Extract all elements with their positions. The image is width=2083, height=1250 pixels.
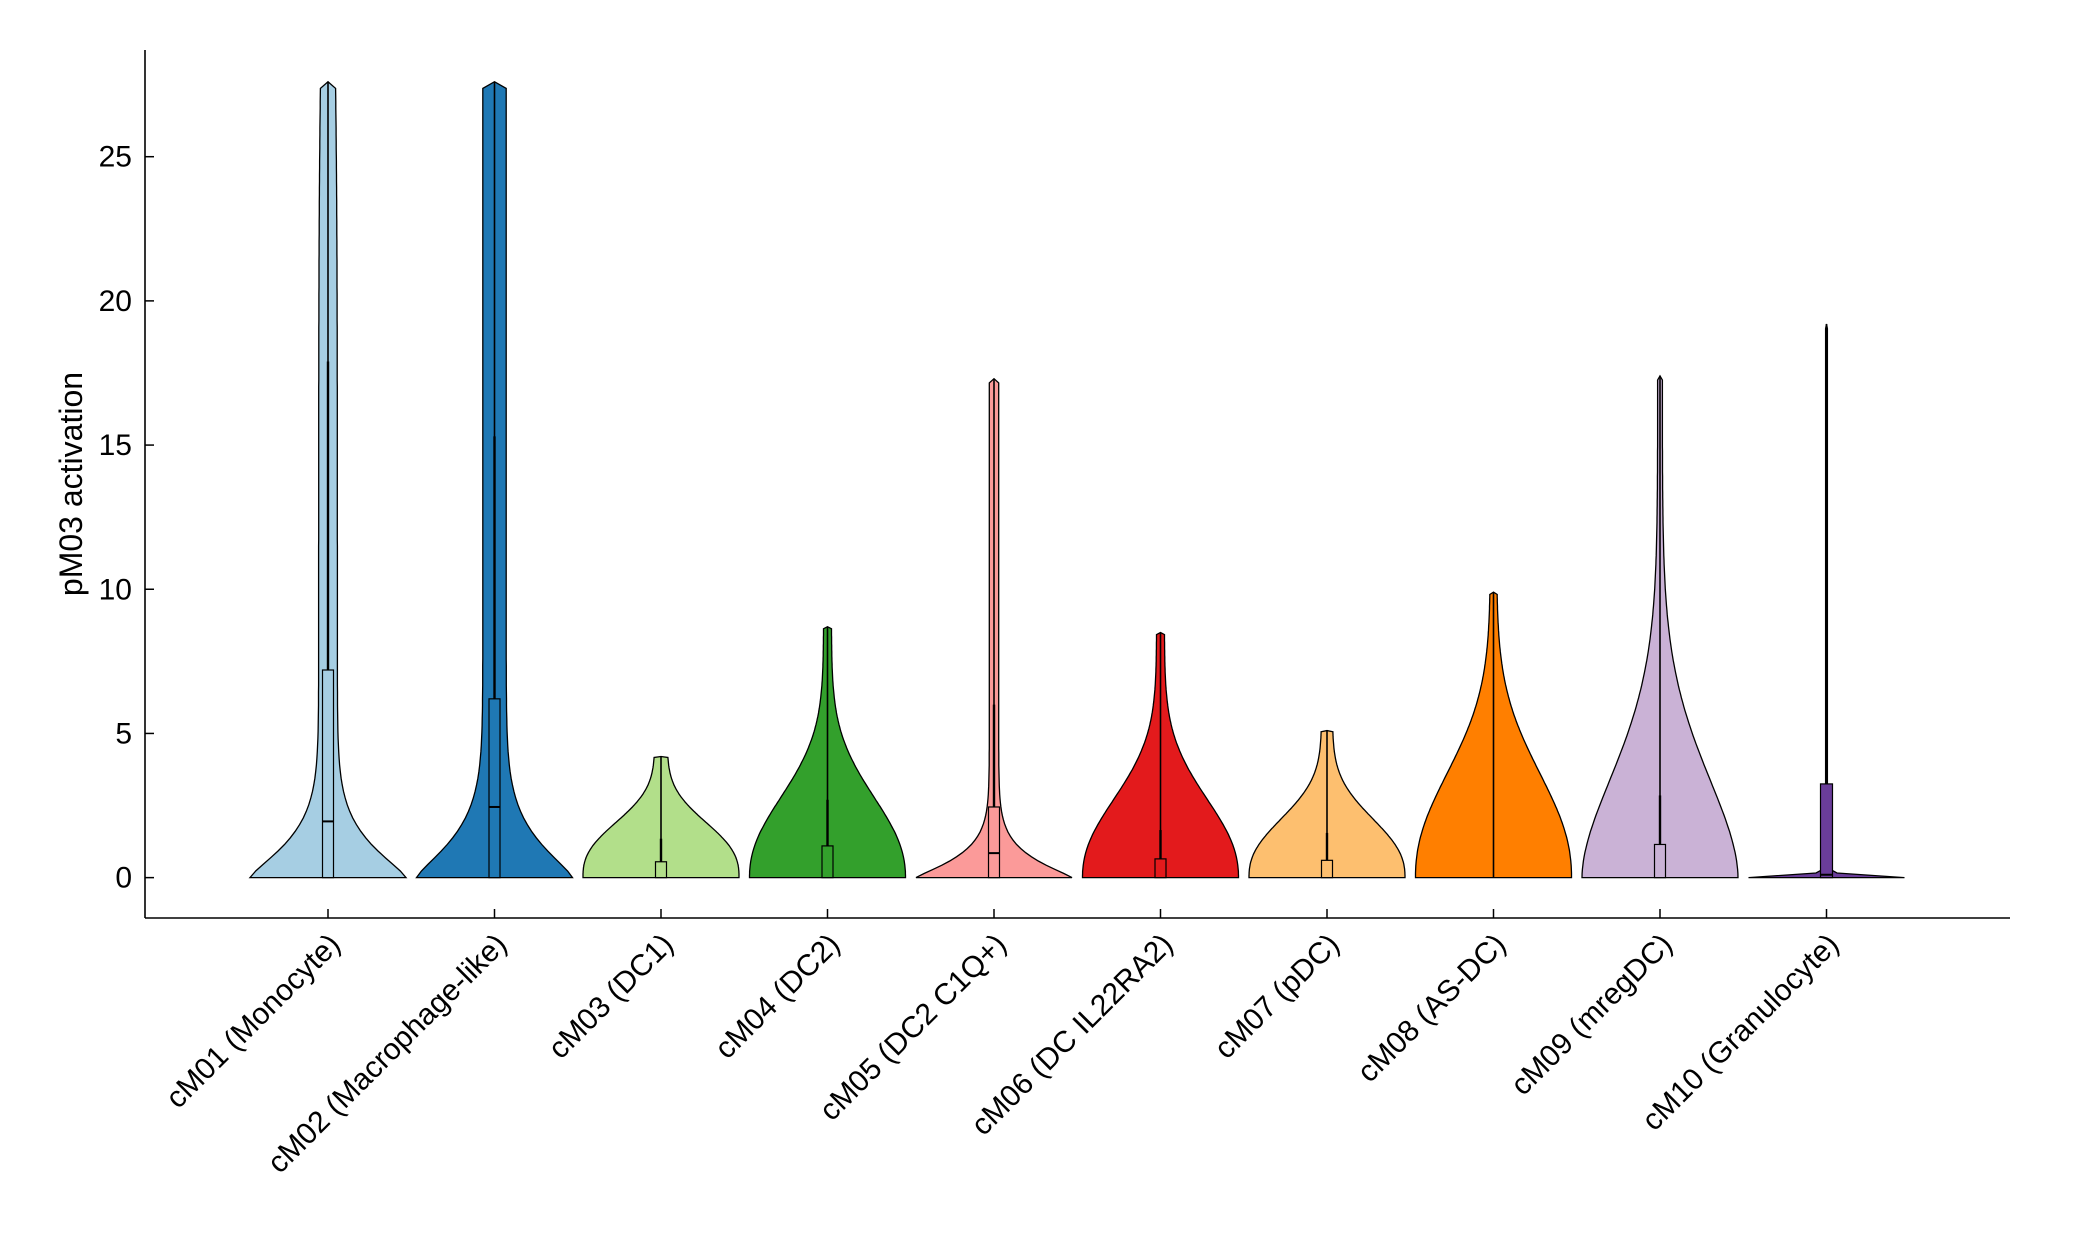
y-axis-title: pM03 activation (53, 372, 89, 596)
iqr-box (1154, 858, 1167, 879)
y-tick-label-0: 0 (115, 862, 132, 895)
iqr-box (654, 861, 668, 879)
y-tick-label-5: 5 (115, 717, 132, 750)
y-tick-label-25: 25 (99, 141, 132, 174)
iqr-box (1653, 843, 1667, 879)
axes-group (144, 50, 2010, 919)
violin-9 (1581, 374, 1739, 879)
violin-1 (248, 80, 408, 879)
y-ticks-group: 0 5 10 15 20 25 (99, 141, 154, 895)
x-tick-label-1: cM01 (Monocyte) (160, 928, 347, 1115)
iqr-box (1819, 783, 1834, 879)
violin-7 (1248, 729, 1406, 879)
violin-10 (1748, 323, 1905, 879)
iqr-box (1320, 859, 1334, 879)
iqr-box (821, 845, 834, 879)
violin-8 (1414, 591, 1573, 879)
y-tick-label-15: 15 (99, 429, 132, 462)
x-tick-label-8: cM08 (AS-DC) (1351, 928, 1512, 1089)
iqr-box (321, 669, 335, 879)
x-labels-group: cM01 (Monocyte)cM02 (Macrophage-like) cM0… (160, 909, 1845, 1180)
violin-4 (748, 625, 907, 879)
violin-6 (1081, 631, 1240, 879)
violin-5 (915, 377, 1073, 879)
x-tick-label-3: cM03 (DC1) (542, 928, 680, 1066)
x-tick-label-9: cM09 (mregDC) (1505, 928, 1679, 1102)
iqr-box (987, 806, 1001, 879)
x-tick-label-5: cM05 (DC2 C1Q+) (813, 928, 1013, 1128)
y-tick-label-20: 20 (99, 285, 132, 318)
x-tick-label-4: cM04 (DC2) (709, 928, 847, 1066)
violins-group (248, 80, 1905, 879)
y-tick-label-10: 10 (99, 573, 132, 606)
violin-3 (582, 755, 740, 879)
x-tick-label-7: cM07 (pDC) (1208, 928, 1346, 1066)
violin-2 (415, 80, 574, 879)
iqr-box (488, 698, 501, 879)
